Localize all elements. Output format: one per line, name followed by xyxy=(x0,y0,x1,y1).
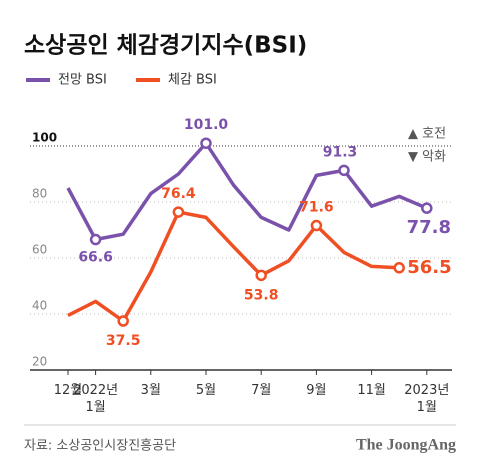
data-label: 66.6 xyxy=(78,250,113,266)
x-tick-label: 7월 xyxy=(251,383,272,398)
data-label: 53.8 xyxy=(244,287,279,303)
point-marker xyxy=(393,262,405,274)
data-label: 101.0 xyxy=(184,117,229,133)
data-label: 76.4 xyxy=(161,186,196,202)
point-marker xyxy=(255,269,267,282)
data-label: 56.5 xyxy=(407,257,451,278)
legend-label: 전망 BSI xyxy=(58,73,107,88)
data-label: 37.5 xyxy=(106,333,141,349)
x-tick-label: 12월 xyxy=(53,383,83,398)
annotation: ▲ 호전 xyxy=(408,127,446,142)
point-marker xyxy=(310,219,323,232)
x-tick-label: 3월 xyxy=(140,383,161,398)
x-tick-label: 2022년 1월 xyxy=(73,383,119,415)
brand: The JoongAng xyxy=(356,437,456,454)
y-tick-label: 100 xyxy=(32,131,57,145)
point-marker xyxy=(89,233,102,246)
x-tick-label: 9월 xyxy=(306,383,327,398)
y-tick-label: 40 xyxy=(32,299,47,313)
legend-label: 체감 BSI xyxy=(168,73,217,88)
annotation: ▼ 악화 xyxy=(408,150,446,165)
x-tick-label: 5월 xyxy=(195,383,217,398)
series-line xyxy=(67,210,400,323)
point-marker xyxy=(117,315,129,327)
data-label: 91.3 xyxy=(323,144,358,160)
data-label: 77.8 xyxy=(407,217,451,238)
point-marker xyxy=(338,164,350,177)
chart-title: 소상공인 체감경기지수(BSI) xyxy=(24,33,307,59)
series-line xyxy=(66,141,428,242)
y-tick-label: 80 xyxy=(32,187,47,201)
y-tick-label: 60 xyxy=(32,243,47,257)
point-marker xyxy=(200,137,212,149)
point-marker xyxy=(172,206,185,218)
source: 자료: 소상공인시장진흥공단 xyxy=(24,439,176,454)
y-tick-label: 20 xyxy=(32,355,47,369)
point-marker xyxy=(421,202,433,214)
x-tick-label: 2023년 1월 xyxy=(404,383,450,415)
data-label: 71.6 xyxy=(299,200,334,216)
x-tick-label: 11월 xyxy=(357,383,386,398)
